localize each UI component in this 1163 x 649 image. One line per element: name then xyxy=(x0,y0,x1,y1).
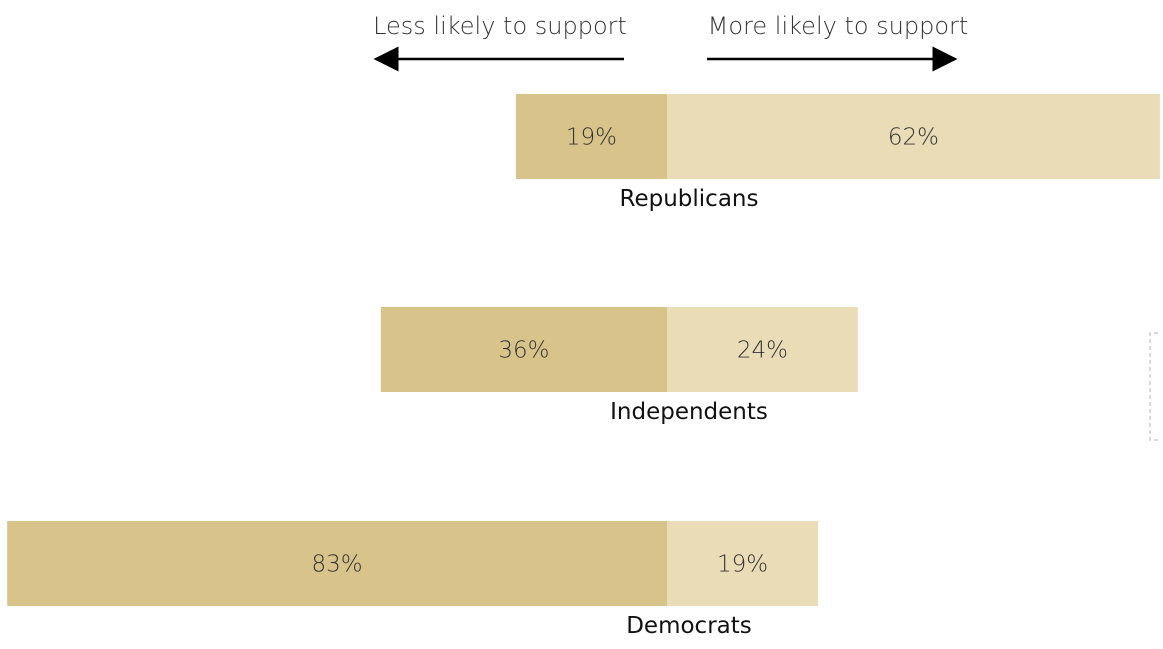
value-label-less-democrats: 83% xyxy=(312,552,363,578)
bar-less-democrats xyxy=(7,521,667,606)
category-label-republicans: Republicans xyxy=(620,186,759,212)
bars-group: 19% 62% Republicans 36% 24% Independents 83% 19… xyxy=(7,94,1160,639)
more-likely-label: More likely to support xyxy=(708,12,969,40)
value-label-less-independents: 36% xyxy=(498,338,549,364)
value-label-more-independents: 24% xyxy=(737,338,788,364)
value-label-more-democrats: 19% xyxy=(717,552,768,578)
bar-more-independents xyxy=(667,307,858,392)
category-label-independents: Independents xyxy=(610,399,768,425)
bar-more-democrats xyxy=(667,521,819,606)
category-label-democrats: Democrats xyxy=(626,613,752,639)
bar-less-republicans xyxy=(515,94,667,179)
value-label-more-republicans: 62% xyxy=(888,125,939,151)
bar-more-republicans xyxy=(667,94,1160,179)
value-label-less-republicans: 19% xyxy=(566,125,617,151)
less-likely-label: Less likely to support xyxy=(373,12,627,40)
dashed-bracket xyxy=(1149,332,1158,441)
bar-less-independents xyxy=(380,307,667,392)
